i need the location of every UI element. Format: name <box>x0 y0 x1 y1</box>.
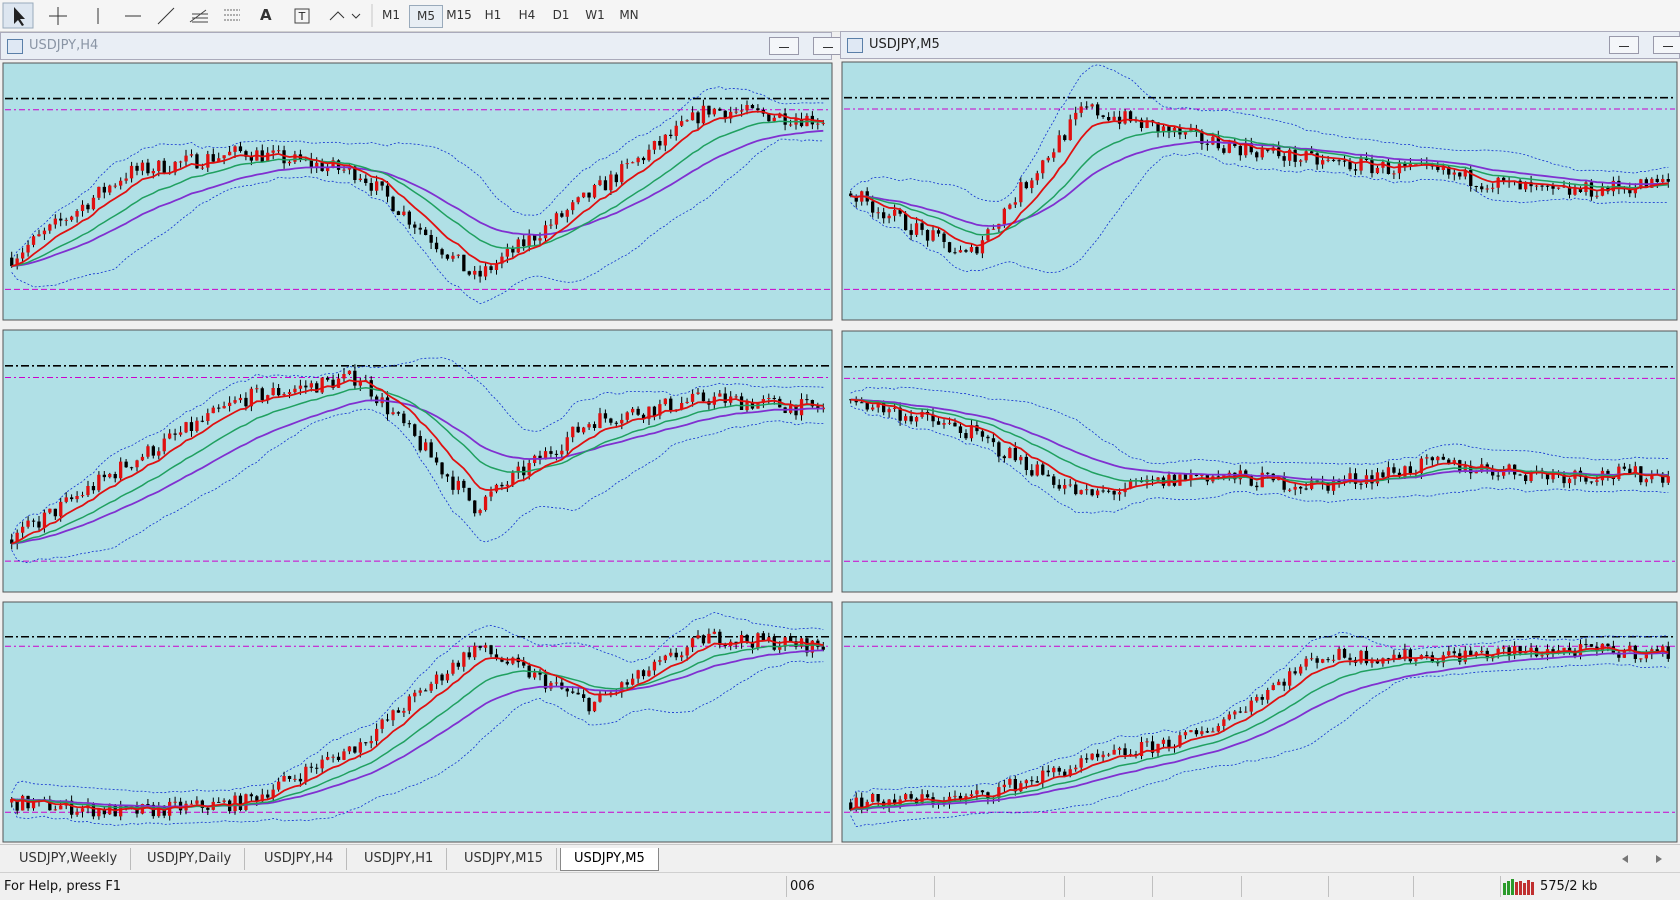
bollinger-upper <box>850 386 1669 465</box>
bollinger-upper <box>850 64 1669 202</box>
bollinger-upper <box>11 86 824 260</box>
chart-panel <box>841 601 1678 843</box>
bollinger-lower <box>11 408 824 564</box>
moving-average <box>850 652 1669 811</box>
moving-average <box>11 649 824 808</box>
chart-panel <box>2 329 833 593</box>
chart-area <box>2 61 1678 843</box>
moving-average <box>850 398 1669 492</box>
moving-average <box>850 118 1669 247</box>
chart-tab[interactable]: USDJPY,H4 <box>251 848 348 870</box>
toolbar: T A M1 M5 M15 H1 H4 D1 W1 MN <box>0 0 1680 32</box>
svg-text:T: T <box>298 10 306 23</box>
status-bar: For Help, press F1 006 575/2 kb <box>0 872 1680 900</box>
chart-tab[interactable]: USDJPY,Daily <box>134 848 246 870</box>
timeframe-button[interactable]: H4 <box>518 8 536 22</box>
bollinger-lower <box>11 660 824 827</box>
restore-button[interactable] <box>1653 36 1680 54</box>
timeframe-button[interactable]: H1 <box>484 8 502 22</box>
chart-tab[interactable]: USDJPY,M15 <box>451 848 557 870</box>
bollinger-lower <box>850 663 1669 828</box>
tab-scroll[interactable] <box>1612 849 1672 869</box>
bollinger-upper <box>850 631 1669 805</box>
moving-average <box>11 379 824 545</box>
help-text: For Help, press F1 <box>4 879 122 894</box>
restore-button[interactable] <box>813 37 843 55</box>
moving-average <box>11 110 824 267</box>
bollinger-upper <box>11 612 824 794</box>
moving-average <box>850 130 1669 236</box>
timeframe-button[interactable]: MN <box>619 8 639 22</box>
moving-average <box>850 646 1669 811</box>
chart-tab[interactable]: USDJPY,Weekly <box>6 848 132 870</box>
traffic: 575/2 kb <box>1540 879 1598 894</box>
chart-panel <box>2 62 833 321</box>
minimize-button[interactable] <box>1609 36 1639 54</box>
moving-average <box>850 140 1669 227</box>
timeframe-button[interactable]: M5 <box>409 5 443 28</box>
bollinger-upper <box>11 357 824 538</box>
moving-average <box>11 120 824 267</box>
chart-tab[interactable]: USDJPY,M5 <box>560 848 659 871</box>
chart-tabs: USDJPY,Weekly USDJPY,Daily USDJPY,H4 USDJPY… <box>0 844 1680 872</box>
minimize-button[interactable] <box>769 37 799 55</box>
timeframe-button[interactable]: D1 <box>552 8 570 22</box>
text-tool-icon[interactable]: A <box>260 6 272 24</box>
tool-icons: T <box>2 2 373 29</box>
chart-panel <box>841 330 1678 593</box>
moving-average <box>11 129 824 267</box>
moving-average <box>11 639 824 812</box>
profile-name: 006 <box>790 879 815 894</box>
window-title: USDJPY,H4 <box>29 38 99 53</box>
bollinger-lower <box>11 138 824 305</box>
bollinger-lower <box>850 152 1669 274</box>
timeframe-button[interactable]: W1 <box>585 8 605 22</box>
window-title-bar: USDJPY,M5 <box>840 31 1680 59</box>
timeframe-button[interactable]: M1 <box>382 8 400 22</box>
window-title: USDJPY,M5 <box>869 37 940 52</box>
chart-tab[interactable]: USDJPY,H1 <box>351 848 448 870</box>
moving-average <box>850 649 1669 811</box>
connection-indicator <box>1503 879 1534 895</box>
chart-panel <box>841 61 1678 321</box>
moving-average <box>11 386 824 545</box>
timeframe-button[interactable]: M15 <box>446 8 472 22</box>
window-title-bar: USDJPY,H4 <box>0 32 843 60</box>
